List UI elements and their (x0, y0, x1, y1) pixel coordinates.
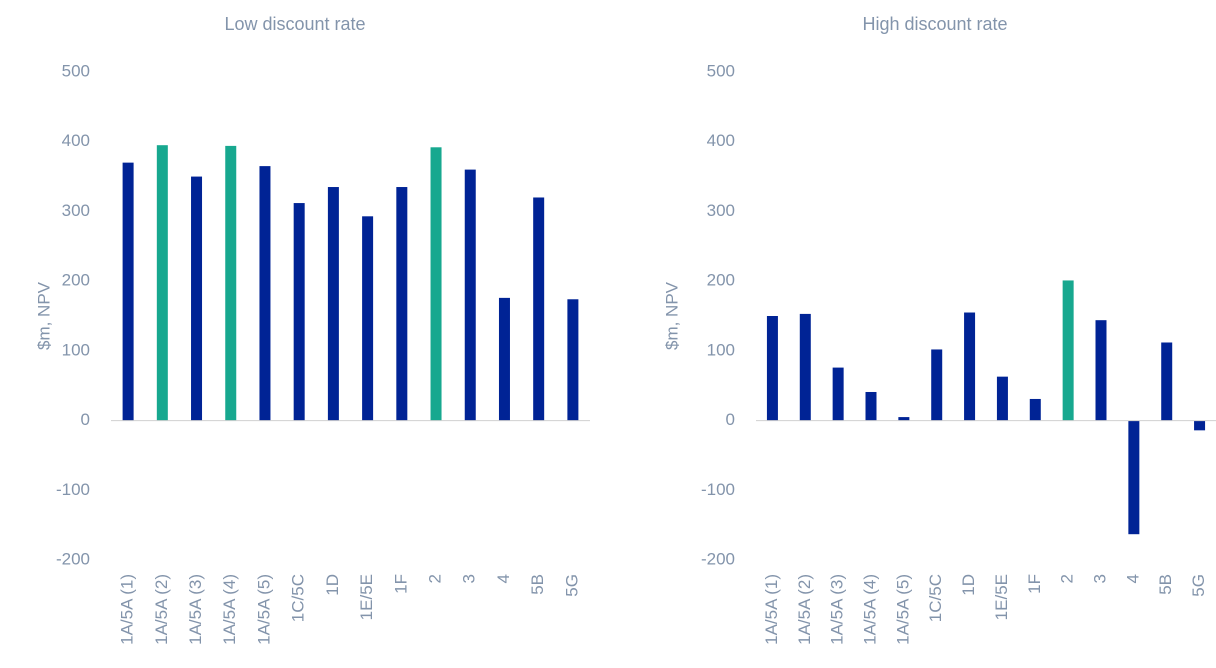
bar (1194, 420, 1206, 431)
y-tick-label: 100 (62, 340, 90, 359)
y-tick-label: -200 (56, 549, 90, 568)
bar (898, 417, 910, 421)
x-tick-label: 4 (1123, 574, 1142, 583)
x-tick-label: 1E/5E (992, 574, 1011, 620)
y-tick-label: 0 (726, 410, 735, 429)
x-tick-label: 1E/5E (357, 574, 376, 620)
y-tick-label: 500 (62, 61, 90, 80)
x-tick-label: 1C/5C (289, 574, 308, 622)
bar (293, 203, 305, 421)
x-tick-label: 2 (1058, 574, 1077, 583)
y-tick-label: 400 (62, 131, 90, 150)
x-tick-label: 1F (1025, 574, 1044, 594)
y-tick-label: 200 (62, 271, 90, 290)
y-tick-label: -100 (56, 480, 90, 499)
bar (1095, 320, 1107, 421)
y-tick-label: -100 (701, 480, 735, 499)
chart-title: Low discount rate (224, 14, 365, 34)
x-tick-label: 1F (391, 574, 410, 594)
bar (1128, 420, 1140, 535)
x-tick-label: 5G (1189, 574, 1208, 597)
y-tick-label: 400 (707, 131, 735, 150)
bar (156, 145, 168, 421)
y-axis-title: $m, NPV (34, 281, 53, 350)
chart-title: High discount rate (862, 14, 1007, 34)
bar (430, 147, 442, 421)
bar (498, 297, 510, 421)
y-tick-label: -200 (701, 549, 735, 568)
bar (362, 216, 374, 421)
x-tick-label: 1A/5A (5) (254, 574, 273, 645)
bar (996, 376, 1008, 421)
bar (567, 299, 579, 421)
y-tick-label: 300 (707, 201, 735, 220)
bar (931, 349, 943, 421)
x-tick-label: 1A/5A (2) (795, 574, 814, 645)
x-tick-label: 1A/5A (3) (828, 574, 847, 645)
x-tick-label: 3 (460, 574, 479, 583)
bar (122, 162, 134, 421)
bar (259, 166, 271, 421)
bar (396, 187, 408, 421)
y-axis-title: $m, NPV (662, 281, 681, 350)
bar (964, 312, 976, 421)
x-tick-label: 2 (426, 574, 445, 583)
x-tick-label: 1A/5A (1) (762, 574, 781, 645)
x-tick-label: 1A/5A (2) (152, 574, 171, 645)
x-tick-label: 3 (1090, 574, 1109, 583)
bar (865, 391, 877, 421)
bar (1029, 398, 1041, 421)
bar (1161, 342, 1173, 421)
bar (799, 313, 811, 421)
x-tick-label: 1A/5A (4) (860, 574, 879, 645)
x-tick-label: 4 (494, 574, 513, 583)
x-tick-label: 1C/5C (926, 574, 945, 622)
x-tick-label: 5G (562, 574, 581, 597)
y-tick-label: 500 (707, 61, 735, 80)
x-tick-label: 1A/5A (5) (893, 574, 912, 645)
bar (225, 145, 237, 421)
bar (464, 169, 476, 421)
y-tick-label: 200 (707, 271, 735, 290)
bar (327, 187, 339, 421)
bar (1062, 280, 1074, 421)
x-tick-label: 5B (1156, 574, 1175, 595)
bar (533, 197, 545, 421)
x-tick-label: 1A/5A (4) (220, 574, 239, 645)
bar (766, 316, 778, 421)
x-tick-label: 1D (959, 574, 978, 596)
y-tick-label: 0 (81, 410, 90, 429)
x-tick-label: 1A/5A (3) (186, 574, 205, 645)
y-tick-label: 300 (62, 201, 90, 220)
x-tick-label: 1A/5A (1) (118, 574, 137, 645)
bar (832, 367, 844, 421)
x-tick-label: 1D (323, 574, 342, 596)
x-tick-label: 5B (528, 574, 547, 595)
bar (191, 176, 203, 421)
y-tick-label: 100 (707, 340, 735, 359)
